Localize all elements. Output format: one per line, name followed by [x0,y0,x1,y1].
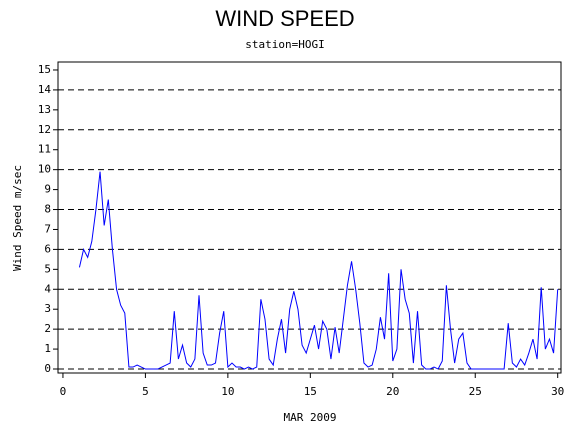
x-tick-label: 5 [142,385,149,398]
y-tick-label: 2 [44,322,51,335]
y-tick-label: 7 [44,222,51,235]
y-tick-label: 15 [38,63,51,76]
x-axis-label: MAR 2009 [284,411,337,424]
y-tick-label: 6 [44,242,51,255]
y-tick-label: 4 [44,282,51,295]
plot-frame [57,61,562,374]
y-tick-label: 10 [38,163,51,176]
x-tick-label: 30 [551,385,564,398]
y-tick-label: 0 [44,362,51,375]
y-tick-label: 9 [44,183,51,196]
y-tick-label: 5 [44,262,51,275]
data-line [78,171,559,370]
y-tick-label: 8 [44,203,51,216]
chart-title: WIND SPEED [215,6,354,31]
y-tick-label: 3 [44,302,51,315]
x-tick-label: 10 [221,385,234,398]
y-tick-label: 1 [44,342,51,355]
y-tick-label: 12 [38,123,51,136]
x-tick-label: 0 [60,385,67,398]
x-tick-label: 15 [304,385,317,398]
chart-subtitle: station=HOGI [245,38,324,51]
x-tick-label: 20 [386,385,399,398]
y-tick-label: 13 [38,103,51,116]
y-tick-label: 14 [38,83,52,96]
x-tick-label: 25 [469,385,482,398]
y-axis-label: Wind Speed m/sec [11,165,24,271]
y-tick-label: 11 [38,143,51,156]
